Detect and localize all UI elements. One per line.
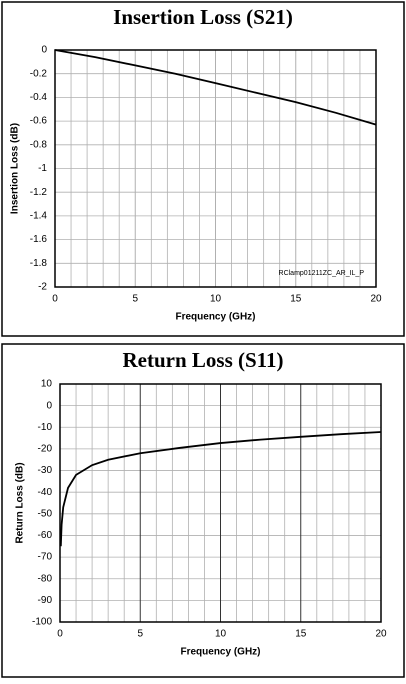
y-tick-label: 0 — [46, 400, 52, 411]
x-tick-label: 20 — [370, 294, 382, 305]
y-tick-label: -1.8 — [30, 258, 48, 269]
y-tick-label: -90 — [38, 595, 53, 606]
y-axis-label: Return Loss (dB) — [15, 462, 26, 543]
x-tick-label: 5 — [132, 294, 138, 305]
x-tick-label: 15 — [290, 294, 302, 305]
data-line — [59, 431, 382, 547]
y-tick-label: -0.6 — [30, 116, 48, 127]
chart-title: Insertion Loss (S21) — [113, 5, 293, 29]
y-tick-label: -30 — [38, 465, 53, 476]
x-tick-label: 0 — [57, 629, 63, 640]
x-tick-label: 20 — [375, 629, 387, 640]
y-tick-label: -100 — [32, 617, 52, 628]
annotation: RClamp01211ZC_AR_IL_P — [279, 270, 365, 277]
plot-frame — [59, 383, 382, 623]
y-tick-label: -0.2 — [30, 68, 48, 79]
x-tick-label: 10 — [215, 629, 227, 640]
y-tick-label: -70 — [38, 552, 53, 563]
panel-frame — [1, 1, 405, 337]
plot-frame — [54, 49, 377, 288]
y-tick-label: -40 — [38, 487, 53, 498]
x-axis-label: Frequency (GHz) — [175, 312, 255, 323]
y-tick-label: -1.6 — [30, 234, 48, 245]
x-tick-label: 5 — [137, 629, 143, 640]
y-tick-label: -60 — [38, 530, 53, 541]
y-tick-label: -1 — [38, 163, 47, 174]
y-tick-label: -2 — [38, 282, 47, 293]
y-tick-label: -20 — [38, 444, 53, 455]
panel-frame — [1, 343, 405, 678]
data-line — [54, 49, 377, 126]
y-tick-label: 0 — [41, 45, 47, 56]
y-tick-label: -1.2 — [30, 187, 48, 198]
x-tick-label: 15 — [295, 629, 307, 640]
y-tick-label: -0.4 — [30, 92, 48, 103]
y-tick-label: -0.8 — [30, 139, 48, 150]
x-axis-label: Frequency (GHz) — [180, 647, 260, 658]
y-axis-label: Insertion Loss (dB) — [10, 123, 21, 214]
chart-title: Return Loss (S11) — [122, 348, 283, 372]
y-tick-label: 10 — [41, 379, 53, 390]
x-tick-label: 0 — [52, 294, 58, 305]
y-tick-label: -80 — [38, 573, 53, 584]
y-tick-label: -1.4 — [30, 211, 48, 222]
y-tick-label: -10 — [38, 422, 53, 433]
y-tick-label: -50 — [38, 508, 53, 519]
x-tick-label: 10 — [210, 294, 222, 305]
